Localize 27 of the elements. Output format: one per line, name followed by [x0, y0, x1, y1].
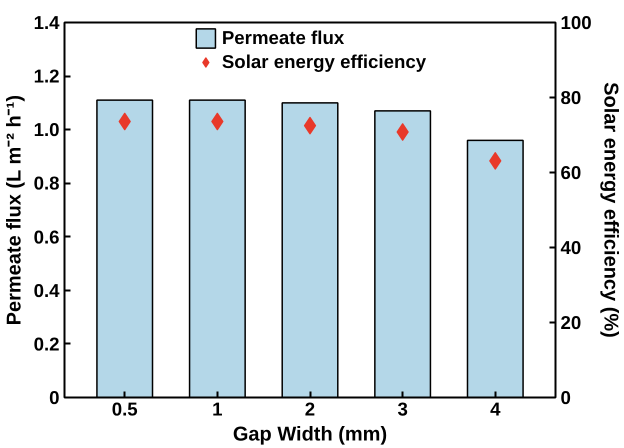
y2-tick-label: 80 — [560, 87, 582, 108]
x-tick-label: 2 — [304, 398, 316, 420]
legend-label: Permeate flux — [222, 27, 344, 49]
y-tick-label: 1.4 — [34, 12, 60, 33]
y2-axis-title: Solar energy efficiency (%) — [600, 82, 622, 338]
y-tick-label: 0.2 — [34, 333, 60, 354]
legend-label: Solar energy efficiency — [222, 51, 426, 73]
y-tick-label: 1.2 — [34, 66, 60, 87]
x-axis-title: Gap Width (mm) — [232, 424, 388, 446]
x-tick-label: 3 — [397, 398, 408, 420]
y2-tick-label: 0 — [560, 387, 571, 408]
point — [211, 112, 224, 130]
y-tick-label: 0.4 — [34, 280, 60, 301]
y-tick-label: 0.8 — [34, 172, 60, 194]
point — [304, 116, 316, 135]
y-tick-label: 0 — [49, 387, 60, 408]
point — [396, 123, 409, 141]
x-tick-label: 4 — [490, 398, 502, 420]
y2-tick-label: 40 — [560, 237, 582, 258]
x-tick-label: 1 — [212, 398, 223, 420]
y2-tick-label: 60 — [560, 162, 582, 183]
y-axis-title: Permeate flux (L m⁻² h⁻¹) — [4, 95, 26, 326]
y-tick-label: 1.0 — [34, 119, 60, 140]
y2-tick-label: 20 — [560, 312, 582, 333]
y2-tick-label: 100 — [560, 12, 592, 33]
x-tick-label: 0.5 — [112, 398, 138, 420]
y-tick-label: 0.6 — [34, 226, 60, 248]
